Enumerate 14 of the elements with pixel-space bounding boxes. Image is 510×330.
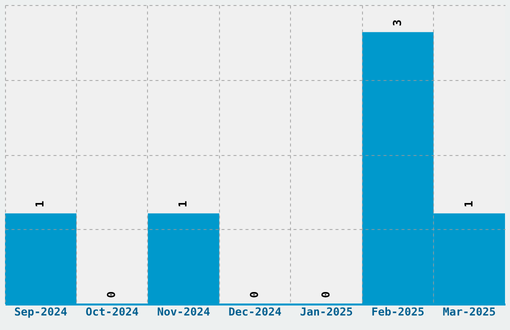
data-label: 0: [319, 291, 332, 298]
x-tick-label: Mar-2025: [442, 306, 496, 318]
data-label: 1: [176, 200, 190, 208]
data-label: 0: [248, 291, 261, 298]
x-tick-label: Oct-2024: [86, 306, 140, 318]
data-label: 3: [390, 20, 404, 26]
x-tick-label: Dec-2024: [228, 306, 282, 318]
x-tick-label: Sep-2024: [14, 306, 68, 318]
data-label: 0: [105, 291, 118, 298]
x-tick-label: Nov-2024: [157, 306, 210, 318]
x-tick-label: Jan-2025: [300, 306, 353, 318]
data-label: 1: [462, 200, 476, 208]
x-tick-label: Feb-2025: [371, 306, 424, 318]
data-label: 1: [34, 200, 47, 208]
